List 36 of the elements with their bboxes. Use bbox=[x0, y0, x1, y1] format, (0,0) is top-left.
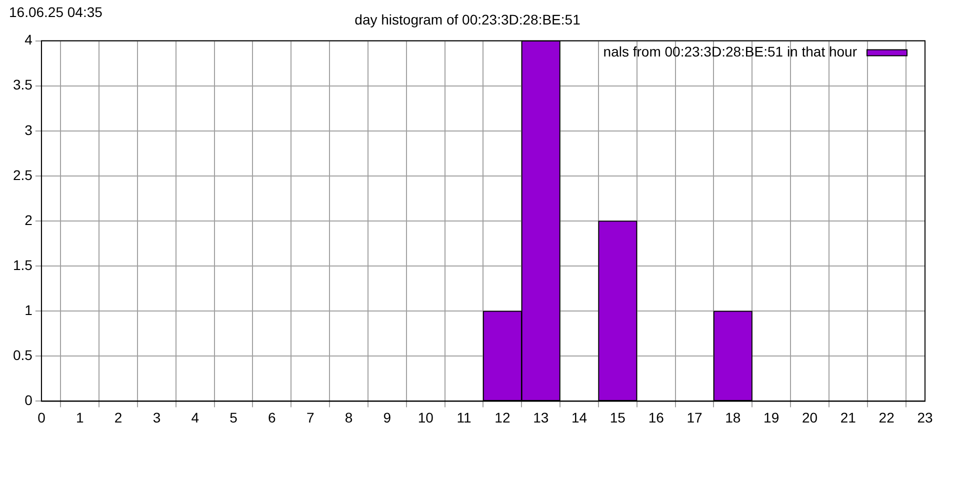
y-tick-label: 3.5 bbox=[12, 76, 33, 93]
text: 16.06.25 04:35 bbox=[9, 4, 102, 20]
y-tick-label: 4 bbox=[24, 32, 33, 48]
x-tick-label: 17 bbox=[686, 409, 703, 426]
x-tick-label: 6 bbox=[268, 409, 276, 426]
x-tick-label: 16 bbox=[648, 409, 664, 426]
x-tick-label: 10 bbox=[418, 409, 434, 426]
x-tick-label: 9 bbox=[383, 409, 392, 426]
y-tick-label: 1.5 bbox=[12, 256, 33, 273]
x-tick-label: 22 bbox=[878, 409, 895, 426]
x-tick-label: 0 bbox=[38, 409, 46, 426]
x-tick-label: 8 bbox=[344, 409, 353, 426]
x-tick-label: 19 bbox=[764, 409, 780, 426]
x-tick-label: 1 bbox=[76, 409, 84, 426]
x-tick-label: 4 bbox=[191, 409, 200, 426]
legend-label: nals from 00:23:3D:28:BE:51 in that hour bbox=[603, 44, 858, 60]
chart-title: day histogram of 00:23:3D:28:BE:51 bbox=[354, 11, 581, 28]
x-tick-label: 15 bbox=[610, 409, 626, 426]
x-tick-label: 3 bbox=[152, 409, 161, 426]
x-tick-label: 20 bbox=[802, 409, 818, 426]
x-tick-label: 23 bbox=[917, 409, 933, 426]
x-tick-label: 18 bbox=[725, 409, 741, 426]
x-tick-label: 7 bbox=[306, 409, 314, 426]
x-tick-label: 13 bbox=[533, 409, 549, 426]
x-tick-label: 21 bbox=[840, 409, 856, 426]
y-tick-label: 2 bbox=[24, 212, 33, 228]
y-tick-label: 3 bbox=[24, 122, 33, 138]
x-tick-label: 14 bbox=[571, 409, 588, 426]
y-tick-label: 0.5 bbox=[12, 347, 33, 364]
x-tick-label: 11 bbox=[456, 409, 472, 426]
x-tick-label: 12 bbox=[494, 409, 510, 426]
y-tick-label: 1 bbox=[24, 302, 33, 318]
y-tick-label: 0 bbox=[24, 392, 33, 408]
y-tick-label: 2.5 bbox=[12, 166, 33, 183]
x-tick-label: 2 bbox=[114, 409, 122, 426]
x-tick-label: 5 bbox=[230, 409, 238, 426]
